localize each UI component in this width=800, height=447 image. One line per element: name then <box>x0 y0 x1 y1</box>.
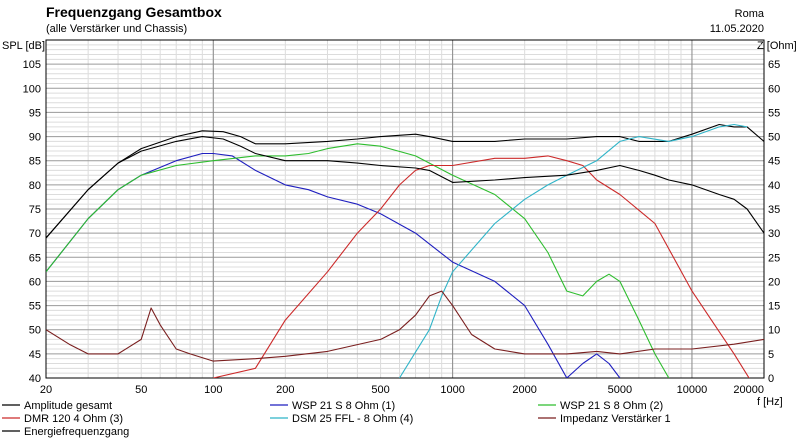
y-tick-label-left: 105 <box>23 59 41 71</box>
legend-label-impedanz-verst-rker-1: Impedanz Verstärker 1 <box>560 413 671 425</box>
legend: Amplitude gesamt WSP 21 S 8 Ohm (1) WSP 21… <box>2 400 671 438</box>
x-axis-label: f [Hz] <box>757 396 783 408</box>
series-line-amplitude-gesamt <box>46 123 764 239</box>
x-tick-label: 2000 <box>512 384 536 396</box>
y-tick-label-right: 10 <box>768 325 780 337</box>
series-lines <box>46 123 764 378</box>
y-tick-label-right: 25 <box>768 252 780 264</box>
y-tick-label-right: 30 <box>768 228 780 240</box>
chart-title: Frequenzgang Gesamtbox <box>46 4 222 20</box>
meta-date: 11.05.2020 <box>710 23 764 35</box>
y-tick-label-left: 45 <box>29 349 41 361</box>
x-tick-label: 200 <box>276 384 294 396</box>
y-tick-label-left: 60 <box>29 276 41 288</box>
legend-label-energiefrequenzgang: Energiefrequenzgang <box>24 426 129 438</box>
series-line-dmr-120-4-ohm-3 <box>213 155 750 378</box>
y-tick-label-right: 5 <box>768 349 774 361</box>
chart-subtitle: (alle Verstärker und Chassis) <box>46 23 187 35</box>
x-tick-label: 100 <box>204 384 222 396</box>
series-line-wsp-21-s-8-ohm-2 <box>46 143 670 378</box>
meta-name: Roma <box>735 8 765 20</box>
legend-label-wsp-21-s-8-ohm-1: WSP 21 S 8 Ohm (1) <box>292 400 395 412</box>
series-line-energiefrequenzgang <box>46 136 764 239</box>
y-tick-label-left: 40 <box>29 373 41 385</box>
y-ticks-left: 40 45 50 55 60 65 70 75 80 85 90 95 100 105 <box>23 59 41 385</box>
y-tick-label-left: 65 <box>29 252 41 264</box>
x-tick-label: 10000 <box>677 384 708 396</box>
y-tick-label-right: 45 <box>768 156 780 168</box>
y-tick-label-left: 50 <box>29 325 41 337</box>
y-tick-label-right: 0 <box>768 373 774 385</box>
y-tick-label-right: 20 <box>768 276 780 288</box>
y-ticks-right: 0 5 10 15 20 25 30 35 40 45 50 55 60 65 <box>768 59 780 385</box>
x-tick-label: 20000 <box>733 384 764 396</box>
plot-frame <box>45 39 765 379</box>
y-tick-label-right: 65 <box>768 59 780 71</box>
legend-label-wsp-21-s-8-ohm-2: WSP 21 S 8 Ohm (2) <box>560 400 663 412</box>
y-tick-label-right: 15 <box>768 301 780 313</box>
y-tick-label-left: 90 <box>29 132 41 144</box>
y-tick-label-right: 40 <box>768 180 780 192</box>
grid-major <box>46 40 764 378</box>
y-tick-label-left: 80 <box>29 180 41 192</box>
x-tick-label: 50 <box>135 384 147 396</box>
y-tick-label-left: 70 <box>29 228 41 240</box>
y-tick-label-right: 55 <box>768 107 780 119</box>
x-tick-label: 1000 <box>440 384 464 396</box>
series-line-dsm-25-ffl-8-ohm-4 <box>399 123 748 378</box>
y-tick-label-right: 35 <box>768 204 780 216</box>
y-tick-label-right: 50 <box>768 132 780 144</box>
x-tick-label: 5000 <box>608 384 632 396</box>
series-line-impedanz-verst-rker-1 <box>46 290 764 362</box>
y-tick-label-left: 75 <box>29 204 41 216</box>
legend-label-dmr-120-4-ohm-3: DMR 120 4 Ohm (3) <box>24 413 123 425</box>
x-tick-label: 500 <box>371 384 389 396</box>
series-line-wsp-21-s-8-ohm-1 <box>46 152 621 378</box>
x-ticks: 20 50 100 200 500 1000 2000 5000 10000 20000 <box>40 384 764 396</box>
legend-label-amplitude-gesamt: Amplitude gesamt <box>24 400 112 412</box>
y-tick-label-left: 95 <box>29 107 41 119</box>
legend-label-dsm-25-ffl-8-ohm-4: DSM 25 FFL - 8 Ohm (4) <box>292 413 413 425</box>
x-tick-label: 20 <box>40 384 52 396</box>
y-axis-label-left: SPL [dB] <box>2 40 45 52</box>
y-axis-label-right: Z [Ohm] <box>757 40 797 52</box>
y-tick-label-left: 85 <box>29 156 41 168</box>
y-tick-label-left: 55 <box>29 301 41 313</box>
y-tick-label-right: 60 <box>768 83 780 95</box>
y-tick-label-left: 100 <box>23 83 41 95</box>
